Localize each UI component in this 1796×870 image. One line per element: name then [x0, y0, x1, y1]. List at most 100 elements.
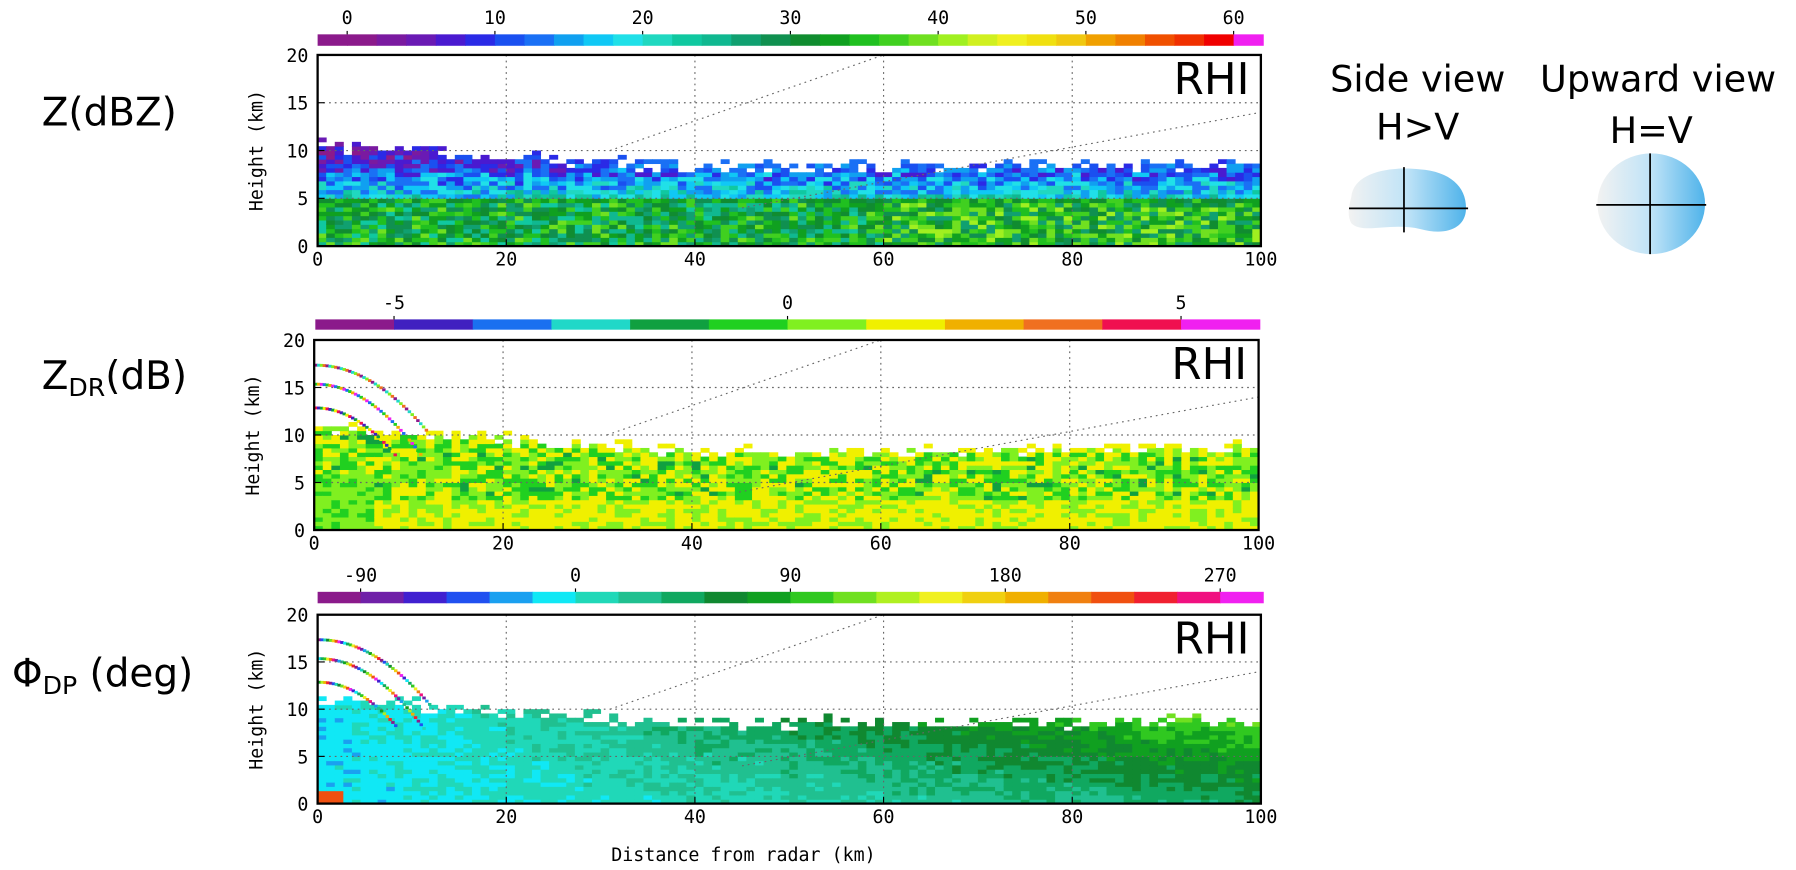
radar-cell	[572, 461, 581, 466]
radar-cell	[335, 168, 344, 173]
radar-cell	[743, 483, 752, 488]
radar-cell	[429, 164, 438, 169]
radar-cell	[340, 426, 349, 431]
radar-cell	[772, 181, 781, 186]
radar-cell	[806, 172, 815, 177]
radar-cell	[1138, 487, 1147, 492]
radar-cell	[1198, 483, 1207, 488]
colorbar-segment	[347, 34, 377, 45]
radar-cell	[626, 237, 635, 242]
radar-cell	[1130, 491, 1139, 496]
radar-cell	[712, 172, 721, 177]
radar-cell	[821, 521, 830, 526]
radar-cell	[941, 500, 950, 505]
radar-cell	[789, 216, 798, 221]
radar-cell	[795, 470, 804, 475]
radar-cell	[343, 190, 352, 195]
radar-cell	[1201, 181, 1210, 186]
radar-cell	[360, 177, 369, 182]
radar-cell	[386, 233, 395, 238]
radar-cell	[512, 487, 521, 492]
radar-cell	[721, 237, 730, 242]
radar-cell	[1201, 190, 1210, 195]
radar-cell	[331, 457, 340, 462]
radar-cell	[426, 513, 435, 518]
radar-cell	[529, 500, 538, 505]
colorbar-segment	[533, 592, 577, 603]
radar-cell	[378, 151, 387, 156]
radar-cell	[477, 439, 486, 444]
radar-cell	[592, 224, 601, 229]
radar-cell	[589, 521, 598, 526]
radar-cell	[821, 487, 830, 492]
radar-cell	[438, 172, 447, 177]
radar-cell	[772, 237, 781, 242]
radar-cell	[1078, 517, 1087, 522]
radar-cell	[1141, 190, 1150, 195]
radar-cell	[1198, 521, 1207, 526]
radar-cell	[395, 791, 404, 796]
radar-cell	[632, 470, 641, 475]
radar-cell	[369, 203, 378, 208]
radar-cell	[881, 457, 890, 462]
radar-cell	[558, 220, 567, 225]
radar-cell	[1130, 521, 1139, 526]
radar-cell	[789, 207, 798, 212]
radar-cell	[395, 795, 404, 800]
radar-cell	[841, 229, 850, 234]
radar-cell	[918, 177, 927, 182]
radar-cell	[472, 203, 481, 208]
radar-cell	[1081, 190, 1090, 195]
radar-cell	[961, 224, 970, 229]
rhi-panel: Z(dBZ)010203040506002040608010005101520H…	[42, 8, 1278, 271]
radar-cell	[1132, 203, 1141, 208]
radar-cell	[446, 224, 455, 229]
radar-cell	[738, 185, 747, 190]
radar-cell	[1061, 504, 1070, 509]
radar-cell	[609, 237, 618, 242]
radar-cell	[412, 233, 421, 238]
radar-cell	[1241, 461, 1250, 466]
radar-cell	[798, 220, 807, 225]
radar-cell	[446, 168, 455, 173]
radar-cell	[829, 517, 838, 522]
radar-cell	[695, 168, 704, 173]
radar-cell	[1167, 198, 1176, 203]
radar-cell	[652, 237, 661, 242]
radar-cell	[352, 774, 361, 779]
radar-cell	[369, 216, 378, 221]
radar-cell	[326, 722, 335, 727]
radar-cell	[1138, 508, 1147, 513]
colorbar-segment	[318, 34, 348, 45]
radar-cell	[421, 718, 430, 723]
radar-cell	[1190, 491, 1199, 496]
radar-cell	[374, 448, 383, 453]
radar-cell	[675, 448, 684, 453]
radar-cell	[932, 465, 941, 470]
radar-cell	[692, 491, 701, 496]
radar-cell	[795, 461, 804, 466]
radar-cell	[481, 168, 490, 173]
radar-cell	[572, 439, 581, 444]
radar-cell	[601, 224, 610, 229]
radar-cell	[1124, 220, 1133, 225]
radar-cell	[601, 211, 610, 216]
radar-cell	[498, 216, 507, 221]
radar-cell	[352, 769, 361, 774]
radar-cell	[995, 190, 1004, 195]
radar-cell	[1053, 444, 1062, 449]
radar-cell	[1207, 513, 1216, 518]
radar-cell	[369, 765, 378, 770]
radar-cell	[872, 500, 881, 505]
radar-cell	[926, 177, 935, 182]
radar-cell	[1010, 495, 1019, 500]
radar-cell	[907, 457, 916, 462]
radar-cell	[944, 229, 953, 234]
radar-cell	[349, 504, 358, 509]
radar-cell	[1184, 177, 1193, 182]
radar-cell	[360, 211, 369, 216]
radar-cell	[1233, 500, 1242, 505]
radar-cell	[812, 483, 821, 488]
radar-cell	[409, 470, 418, 475]
radar-cell	[995, 216, 1004, 221]
